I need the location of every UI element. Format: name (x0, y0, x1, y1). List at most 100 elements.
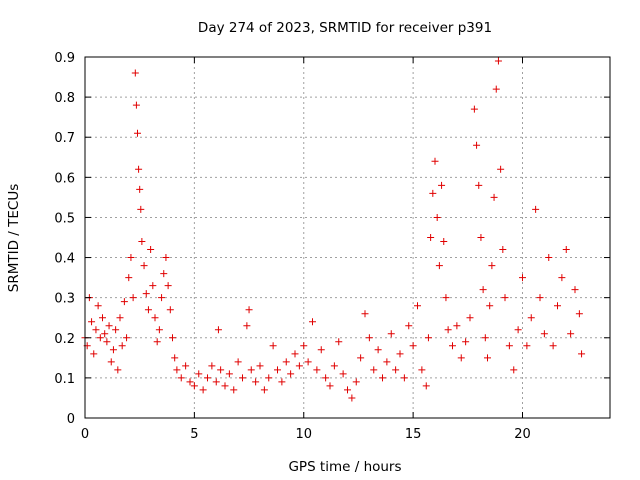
data-point (173, 366, 181, 374)
data-point (479, 286, 487, 294)
data-point (505, 342, 513, 350)
data-point (137, 205, 145, 213)
data-point (449, 342, 456, 350)
data-point (155, 326, 163, 334)
data-point (214, 326, 222, 334)
data-point (317, 346, 325, 354)
data-point (344, 386, 351, 394)
y-tick-label: 0.3 (54, 292, 75, 307)
data-point (96, 334, 104, 342)
data-point (392, 366, 400, 374)
data-point (142, 290, 150, 298)
data-point (442, 294, 450, 302)
data-point (549, 342, 557, 350)
data-point (414, 302, 421, 310)
data-point (571, 286, 579, 294)
data-point (475, 181, 483, 189)
x-tick-label: 15 (405, 427, 422, 442)
data-point (190, 382, 198, 390)
data-point (313, 366, 321, 374)
data-point (383, 358, 391, 366)
data-point (326, 382, 334, 390)
data-point (247, 366, 255, 374)
data-point (92, 326, 100, 334)
x-tick-label: 0 (81, 427, 89, 442)
data-point (400, 374, 408, 382)
data-point (123, 334, 131, 342)
data-point (132, 101, 140, 109)
data-point (486, 302, 494, 310)
data-point (457, 354, 465, 362)
y-tick-label: 0.9 (54, 51, 75, 66)
data-point (532, 205, 540, 213)
data-point (545, 254, 553, 262)
data-point (484, 354, 491, 362)
data-point (339, 370, 347, 378)
data-point (554, 302, 561, 310)
data-point (374, 346, 382, 354)
data-point (90, 350, 98, 358)
data-point (578, 350, 586, 358)
data-point (169, 334, 176, 342)
data-point (114, 366, 122, 374)
data-point (278, 378, 286, 386)
data-point (149, 282, 157, 290)
data-point (300, 342, 308, 350)
x-tick-label: 5 (190, 427, 198, 442)
data-point (217, 366, 225, 374)
data-point (295, 362, 303, 370)
x-tick-label: 10 (295, 427, 312, 442)
data-point (245, 306, 253, 314)
data-point (435, 262, 443, 270)
data-point (208, 362, 216, 370)
y-tick-label: 0.4 (54, 252, 75, 267)
y-tick-label: 0.6 (54, 171, 75, 186)
data-points (81, 57, 586, 402)
data-point (182, 362, 190, 370)
data-point (287, 370, 295, 378)
data-point (166, 306, 174, 314)
y-tick-label: 0.7 (54, 131, 75, 146)
data-point (322, 374, 330, 382)
data-point (177, 374, 185, 382)
data-point (260, 386, 268, 394)
data-point (153, 338, 161, 346)
data-point (470, 105, 478, 113)
data-point (514, 326, 522, 334)
data-point (131, 69, 139, 77)
data-point (523, 342, 531, 350)
data-point (361, 310, 369, 318)
data-point (120, 298, 128, 306)
y-tick-label: 0.1 (54, 372, 75, 387)
data-point (239, 374, 246, 382)
data-point (379, 374, 386, 382)
data-point (243, 322, 251, 330)
x-tick-label: 20 (514, 427, 531, 442)
data-point (105, 322, 113, 330)
data-point (144, 306, 152, 314)
y-tick-label: 0.2 (54, 332, 75, 347)
data-point (466, 314, 474, 322)
y-tick-label: 0.8 (54, 91, 75, 106)
data-point (291, 350, 299, 358)
data-point (94, 302, 102, 310)
data-point (433, 213, 441, 221)
data-point (405, 322, 413, 330)
data-point (112, 326, 120, 334)
data-point (370, 366, 378, 374)
chart-title: Day 274 of 2023, SRMTID for receiver p39… (198, 20, 492, 36)
data-point (269, 342, 277, 350)
data-point (558, 274, 566, 282)
y-tick-label: 0 (67, 412, 75, 427)
data-point (162, 254, 170, 262)
data-point (158, 294, 166, 302)
data-point (477, 234, 485, 241)
data-point (409, 342, 417, 350)
data-point (135, 165, 143, 173)
data-point (418, 366, 426, 374)
data-point (107, 358, 115, 366)
data-point (510, 366, 518, 374)
data-point (424, 334, 432, 342)
data-point (160, 270, 168, 278)
data-point (212, 378, 220, 386)
